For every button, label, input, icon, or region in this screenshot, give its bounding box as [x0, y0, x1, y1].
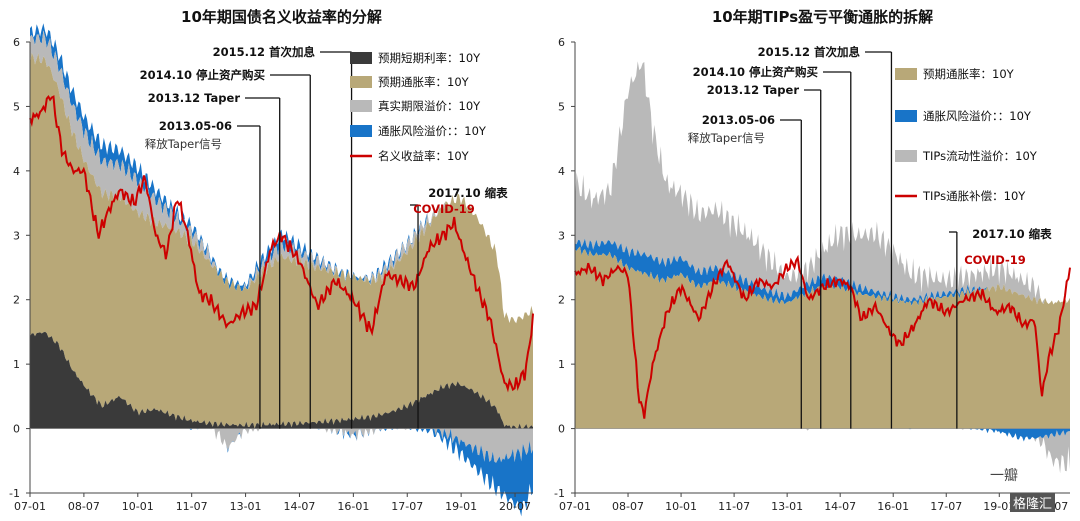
y-tick-label: 3	[558, 229, 565, 242]
legend-label: 通胀风险溢价：：10Y	[923, 109, 1032, 123]
area-inflation-risk-premium	[30, 23, 533, 324]
x-tick-label: 07-01	[14, 500, 46, 513]
legend-swatch	[350, 100, 372, 112]
chart-title: 10年期国债名义收益率的分解	[181, 8, 382, 26]
x-tick-label: 17-07	[391, 500, 423, 513]
annotation-label: 2014.10 停止资产购买	[693, 65, 819, 79]
legend-label: 预期通胀率：10Y	[378, 75, 470, 89]
area-inflation-risk-premium	[575, 238, 1070, 306]
x-tick-label: 07-01	[559, 500, 591, 513]
annotation-label: 2015.12 首次加息	[213, 45, 316, 59]
chart-nominal-yield-decomposition: 10年期国债名义收益率的分解 -1 0 1 2 3 4 5 6 07-01 08-07 10-01 11…	[9, 8, 534, 517]
watermark: 一瓣 格隆汇	[960, 455, 1075, 515]
x-tick-label: 20-07	[499, 500, 531, 513]
y-tick-label: 3	[13, 229, 20, 242]
area-expected-inflation	[30, 52, 533, 429]
chart-title: 10年期TIPs盈亏平衡通胀的拆解	[712, 8, 933, 26]
legend-label: 名义收益率：10Y	[378, 149, 470, 163]
chart-tips-breakeven-decomposition: 10年期TIPs盈亏平衡通胀的拆解 -1 0 1 2 3 4 5 6 07-01 08-07 10-0…	[554, 8, 1071, 513]
y-tick-label: 6	[558, 36, 565, 49]
plot-area	[29, 23, 534, 517]
y-tick-label: 6	[13, 36, 20, 49]
x-tick-label: 08-07	[68, 500, 100, 513]
x-tick-label: 10-01	[665, 500, 697, 513]
area-expected-short-rate	[30, 331, 533, 429]
y-tick-label: 4	[558, 165, 565, 178]
annotation-label: COVID-19	[964, 253, 1026, 267]
legend-label: 预期短期利率：10Y	[378, 51, 481, 65]
y-tick-label: 4	[13, 165, 20, 178]
annotation-label: 2017.10 缩表	[972, 227, 1052, 241]
area-real-term-premium-negative	[30, 428, 533, 463]
x-tick-label: 11-07	[176, 500, 208, 513]
annotation-label: 2013.12 Taper	[148, 91, 241, 105]
legend-swatch	[895, 110, 917, 122]
legend-label: 真实期限溢价：10Y	[378, 99, 481, 113]
y-tick-label: 5	[558, 100, 565, 113]
area-tips-liquidity-premium	[575, 61, 1070, 305]
legend-label: 预期通胀率：10Y	[923, 67, 1015, 81]
x-tick-label: 13-01	[230, 500, 262, 513]
x-tick-label: 10-01	[122, 500, 154, 513]
x-tick-label: 19-01	[983, 500, 1015, 513]
area-inflation-risk-negative	[575, 428, 1070, 442]
y-tick-label: 1	[558, 358, 565, 371]
x-tick-label: 17-07	[930, 500, 962, 513]
x-tick-label: 16-01	[877, 500, 909, 513]
x-tick-label: 14-07	[824, 500, 856, 513]
x-tick-label: 14-07	[283, 500, 315, 513]
legend-swatch	[350, 76, 372, 88]
y-tick-label: 0	[13, 423, 20, 436]
line-nominal-yield	[29, 94, 534, 393]
y-tick-label: 2	[558, 294, 565, 307]
annotation-label: 2015.12 首次加息	[758, 45, 861, 59]
area-expected-inflation	[575, 246, 1070, 429]
y-tick-label: -1	[9, 487, 20, 500]
legend-swatch	[895, 150, 917, 162]
x-tick-label: 19-01	[445, 500, 477, 513]
y-tick-label: 5	[13, 100, 20, 113]
legend-label: 通胀风险溢价：：10Y	[378, 124, 487, 138]
line-tips-breakeven	[574, 254, 1071, 419]
annotation-sublabel: 释放Taper信号	[688, 131, 765, 145]
annotation-label: 2013.05-06	[159, 119, 232, 133]
legend-swatch	[350, 52, 372, 64]
watermark-left: 一瓣	[990, 468, 1018, 484]
legend-swatch	[895, 68, 917, 80]
y-tick-label: 2	[13, 294, 20, 307]
annotation-label: 2013.12 Taper	[707, 83, 800, 97]
annotation-label: 2017.10 缩表	[428, 186, 508, 200]
x-tick-label: 13-01	[771, 500, 803, 513]
x-tick-label: 11-07	[718, 500, 750, 513]
x-tick-label: 16-01	[337, 500, 369, 513]
y-tick-label: 0	[558, 423, 565, 436]
annotation-label: 2014.10 停止资产购买	[140, 68, 266, 82]
annotation-sublabel: 释放Taper信号	[145, 137, 222, 151]
legend-swatch	[350, 125, 372, 137]
watermark-right: 格隆汇	[1010, 493, 1056, 512]
plot-area	[574, 61, 1071, 474]
area-real-term-premium	[30, 30, 533, 324]
y-tick-label: -1	[554, 487, 565, 500]
legend-label: TIPs流动性溢价：10Y	[922, 149, 1038, 163]
x-tick-label: 08-07	[612, 500, 644, 513]
annotation-label: 2013.05-06	[702, 113, 775, 127]
legend-label: TIPs通胀补偿：10Y	[922, 189, 1026, 203]
y-tick-label: 1	[13, 358, 20, 371]
annotation-label: COVID-19	[413, 202, 475, 216]
